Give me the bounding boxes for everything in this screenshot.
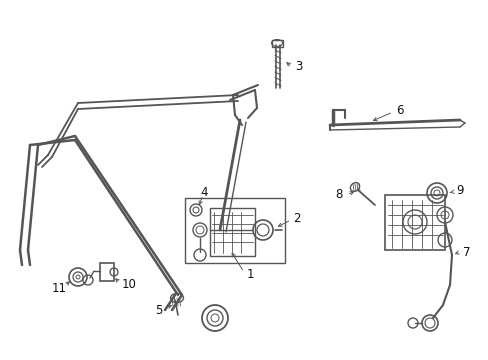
Text: 4: 4	[200, 185, 207, 198]
Bar	[209, 208, 254, 256]
Bar	[100, 263, 114, 281]
Text: 3: 3	[294, 59, 302, 72]
Text: 9: 9	[455, 184, 463, 197]
Text: 10: 10	[122, 279, 137, 292]
Text: 2: 2	[292, 212, 300, 225]
Text: 7: 7	[462, 246, 469, 258]
Bar	[271, 40, 283, 47]
Bar	[184, 198, 285, 263]
Bar	[384, 195, 444, 250]
Text: 11: 11	[52, 283, 67, 296]
Text: 8: 8	[334, 188, 342, 201]
Text: 1: 1	[246, 267, 254, 280]
Text: 5: 5	[155, 303, 162, 316]
Text: 6: 6	[395, 104, 403, 117]
